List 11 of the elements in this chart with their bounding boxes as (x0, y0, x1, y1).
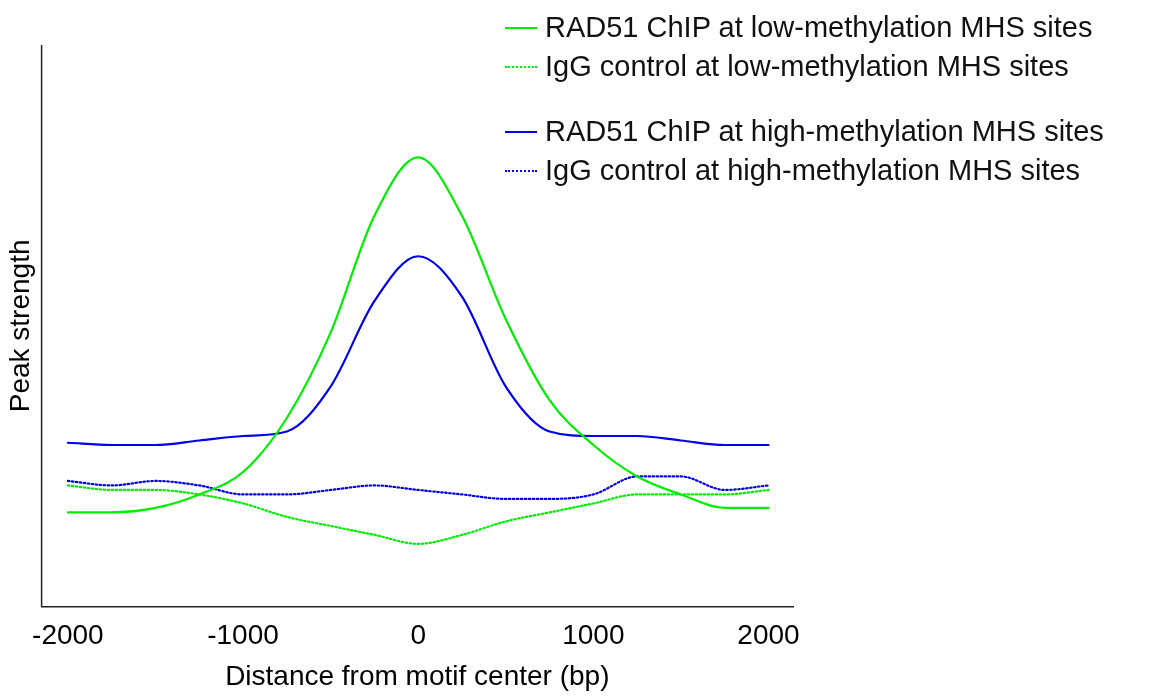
legend-label: RAD51 ChIP at low-methylation MHS sites (545, 10, 1093, 45)
legend-label: IgG control at low-methylation MHS sites (545, 49, 1069, 84)
x-tick-label: 0 (410, 619, 426, 651)
x-tick-label: 2000 (737, 619, 800, 651)
legend-label: IgG control at high-methylation MHS sites (545, 153, 1081, 188)
x-tick-label: -2000 (32, 619, 104, 651)
x-axis-title: Distance from motif center (bp) (225, 659, 610, 691)
legend-label: RAD51 ChIP at high-methylation MHS sites (545, 114, 1104, 149)
y-axis-title: Peak strength (3, 239, 35, 413)
x-tick-label: 1000 (562, 619, 625, 651)
x-tick-label: -1000 (207, 619, 279, 651)
